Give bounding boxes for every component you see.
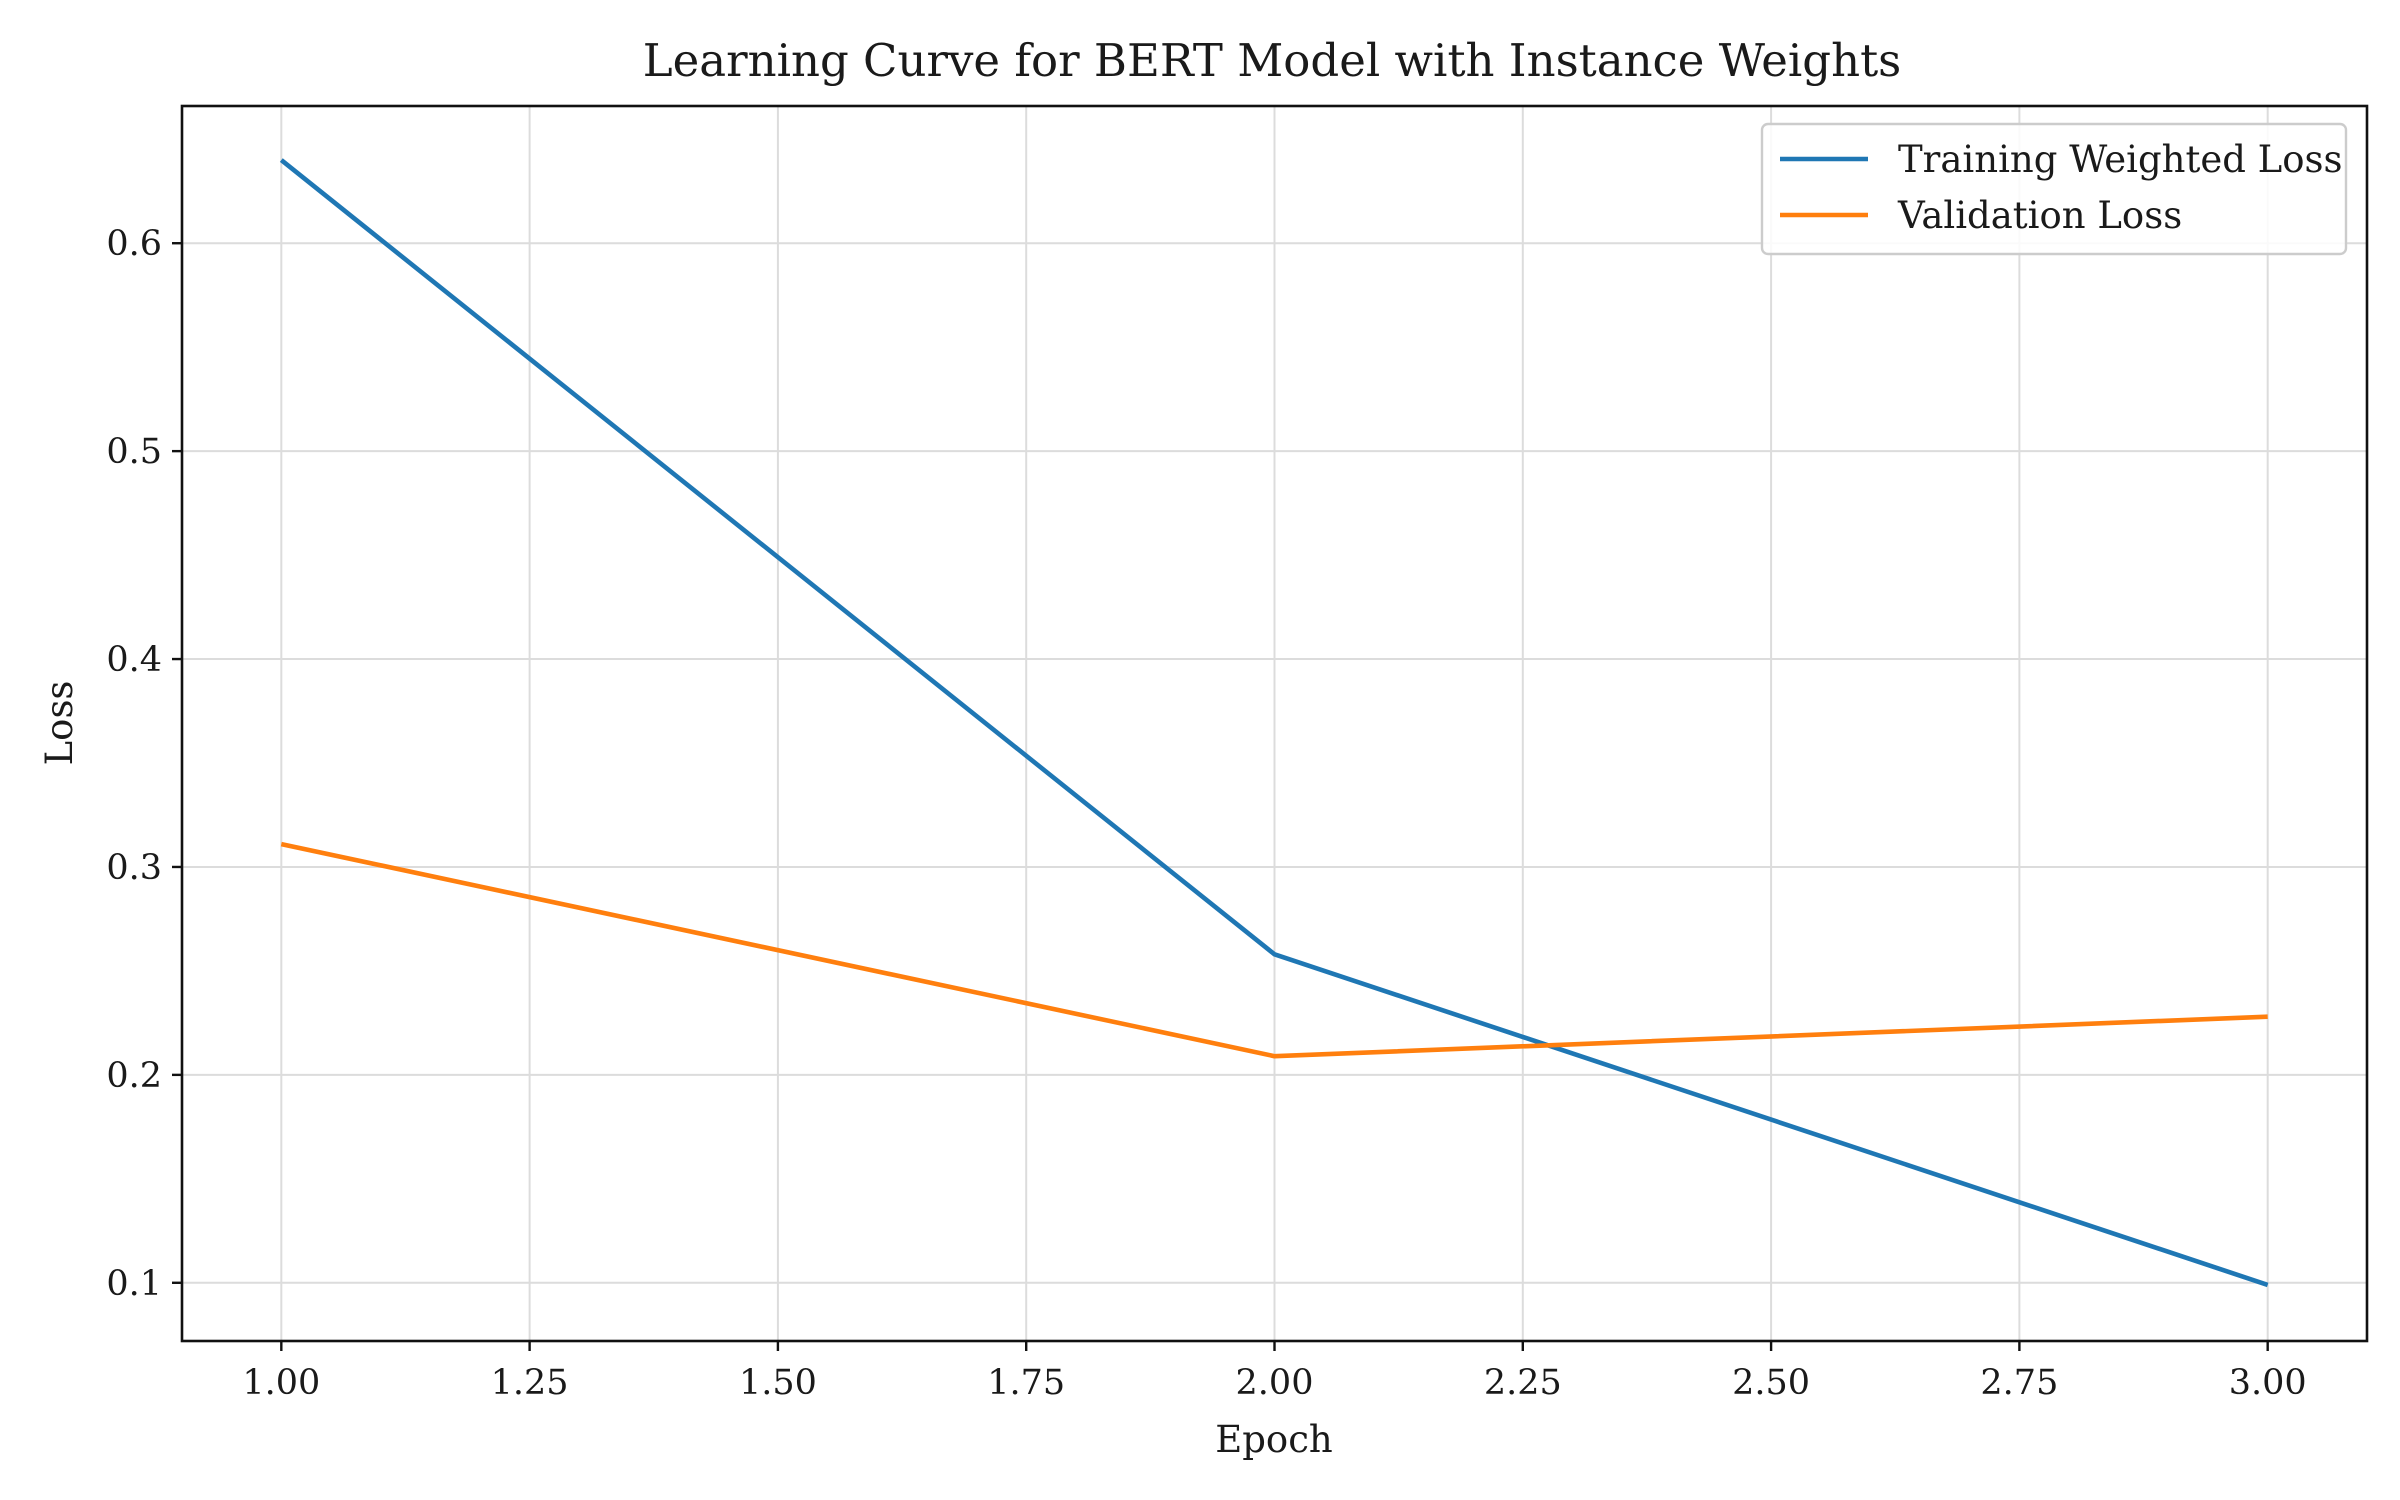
- grid-lines: [182, 106, 2367, 1341]
- x-tick-label: 1.50: [739, 1363, 817, 1403]
- validation-loss-line: [280, 841, 2268, 1059]
- x-tick-label: 1.00: [242, 1363, 320, 1403]
- y-tick-label: 0.3: [106, 848, 162, 888]
- x-tick-label: 3.00: [2229, 1363, 2307, 1403]
- training-weighted-loss-line: [279, 158, 2269, 1288]
- x-tick-label: 1.75: [987, 1363, 1065, 1403]
- legend-box: [1760, 122, 2348, 256]
- legend: Training Weighted Loss Validation Loss: [1760, 122, 2348, 256]
- y-tick-label: 0.4: [106, 640, 162, 680]
- x-axis-label: Epoch: [1215, 1418, 1333, 1461]
- legend-label-validation-loss: Validation Loss: [1897, 194, 2182, 237]
- y-tick-label: 0.5: [106, 432, 162, 472]
- y-tick-label: 0.6: [106, 224, 162, 264]
- axis-ticks: 1.00 1.25 1.50 1.75 2.00 2.25 2.50 2.75 3.00 0.1 0…: [106, 224, 2306, 1403]
- y-tick-label: 0.1: [106, 1264, 162, 1304]
- y-tick-label: 0.2: [106, 1056, 162, 1096]
- x-tick-label: 2.00: [1236, 1363, 1314, 1403]
- series-lines: [279, 158, 2269, 1288]
- legend-label-training-weighted-loss: Training Weighted Loss: [1898, 138, 2343, 181]
- chart-title: Learning Curve for BERT Model with Insta…: [643, 34, 1902, 87]
- x-tick-label: 2.25: [1484, 1363, 1562, 1403]
- x-tick-label: 2.50: [1732, 1363, 1810, 1403]
- x-tick-label: 1.25: [491, 1363, 569, 1403]
- x-tick-label: 2.75: [1980, 1363, 2058, 1403]
- y-axis-label: Loss: [38, 681, 81, 766]
